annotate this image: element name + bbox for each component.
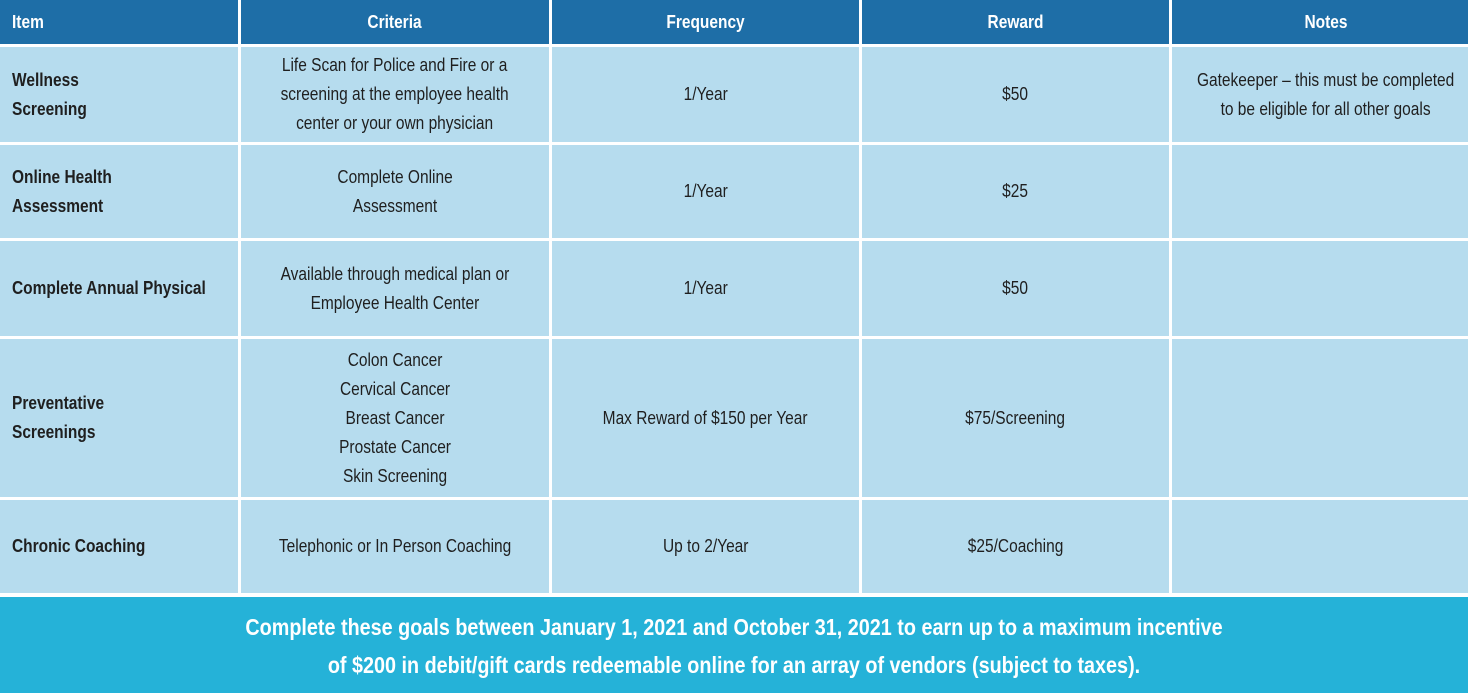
row-health-assessment-notes [1172, 145, 1468, 238]
row-annual-physical-criteria: Available through medical plan or Employ… [241, 241, 549, 336]
row-wellness-criteria: Life Scan for Police and Fire or a scree… [241, 47, 549, 142]
reward-text: $25/Coaching [967, 536, 1064, 556]
header-reward-label: Reward [987, 11, 1044, 32]
criteria-text: Colon Cancer Cervical Cancer Breast Canc… [339, 349, 451, 486]
row-preventative-frequency: Max Reward of $150 per Year [552, 339, 859, 497]
criteria-text: Telephonic or In Person Coaching [278, 536, 512, 556]
frequency-text: 1/Year [683, 181, 728, 201]
header-criteria: Criteria [241, 0, 549, 44]
row-wellness-reward: $50 [862, 47, 1169, 142]
header-item: Item [0, 0, 238, 44]
row-health-assessment-criteria: Complete Online Assessment [241, 145, 549, 238]
header-notes-label: Notes [1304, 11, 1348, 32]
reward-text: $25 [1002, 181, 1029, 201]
reward-text: $50 [1002, 278, 1029, 298]
header-item-label: Item [12, 11, 44, 32]
item-label: Chronic Coaching [12, 536, 146, 556]
reward-text: $75/Screening [965, 407, 1066, 428]
criteria-text: Available through medical plan or Employ… [280, 263, 510, 313]
row-preventative-reward: $75/Screening [862, 339, 1169, 497]
item-label: Wellness Screening [12, 69, 87, 119]
header-notes: Notes [1172, 0, 1468, 44]
item-label: Complete Annual Physical [12, 278, 206, 298]
row-health-assessment-item: Online Health Assessment [0, 145, 238, 238]
row-health-assessment-frequency: 1/Year [552, 145, 859, 238]
incentive-table: Item Criteria Frequency Reward Notes Wel… [0, 0, 1468, 593]
criteria-text: Complete Online Assessment [337, 166, 453, 216]
row-preventative-criteria: Colon Cancer Cervical Cancer Breast Canc… [241, 339, 549, 497]
row-chronic-coaching-reward: $25/Coaching [862, 500, 1169, 593]
row-wellness-notes: Gatekeeper – this must be completed to b… [1172, 47, 1468, 142]
frequency-text: Up to 2/Year [662, 536, 749, 556]
row-preventative-notes [1172, 339, 1468, 497]
row-chronic-coaching-frequency: Up to 2/Year [552, 500, 859, 593]
header-criteria-label: Criteria [367, 11, 423, 32]
criteria-text: Life Scan for Police and Fire or a scree… [280, 55, 510, 133]
frequency-text: 1/Year [683, 84, 728, 104]
row-chronic-coaching-notes [1172, 500, 1468, 593]
row-health-assessment-reward: $25 [862, 145, 1169, 238]
row-annual-physical-notes [1172, 241, 1468, 336]
footer-text: Complete these goals between January 1, … [245, 614, 1223, 678]
row-chronic-coaching-criteria: Telephonic or In Person Coaching [241, 500, 549, 593]
frequency-text: Max Reward of $150 per Year [603, 407, 808, 428]
header-frequency-label: Frequency [666, 11, 745, 32]
header-reward: Reward [862, 0, 1169, 44]
header-frequency: Frequency [552, 0, 859, 44]
item-label: Online Health Assessment [12, 166, 112, 216]
row-annual-physical-item: Complete Annual Physical [0, 241, 238, 336]
row-chronic-coaching-item: Chronic Coaching [0, 500, 238, 593]
row-annual-physical-frequency: 1/Year [552, 241, 859, 336]
reward-text: $50 [1002, 84, 1029, 104]
row-preventative-item: Preventative Screenings [0, 339, 238, 497]
frequency-text: 1/Year [683, 278, 728, 298]
row-wellness-frequency: 1/Year [552, 47, 859, 142]
notes-text: Gatekeeper – this must be completed to b… [1197, 69, 1455, 119]
incentive-footer-banner: Complete these goals between January 1, … [0, 597, 1468, 693]
item-label: Preventative Screenings [12, 393, 105, 442]
row-wellness-item: Wellness Screening [0, 47, 238, 142]
row-annual-physical-reward: $50 [862, 241, 1169, 336]
